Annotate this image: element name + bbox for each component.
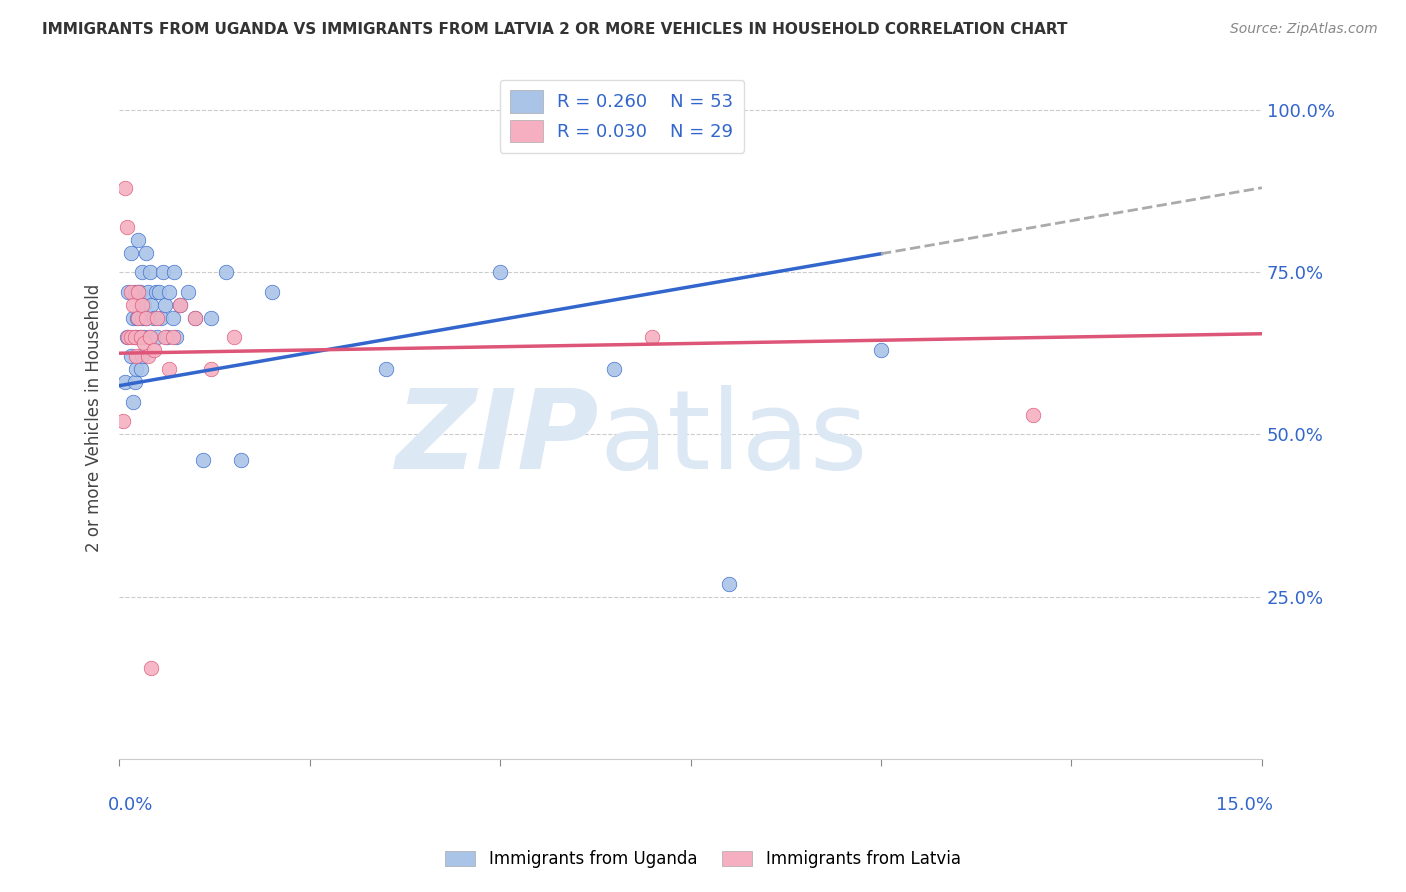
Point — [120, 330, 142, 344]
Point — [139, 265, 162, 279]
Text: 0.0%: 0.0% — [108, 797, 153, 814]
Point — [215, 265, 238, 279]
Point — [200, 310, 222, 325]
Point — [127, 233, 149, 247]
Point — [135, 310, 157, 325]
Text: atlas: atlas — [599, 385, 868, 492]
Point — [134, 297, 156, 311]
Point — [169, 297, 191, 311]
Text: ZIP: ZIP — [395, 385, 599, 492]
Point — [129, 330, 152, 344]
Point — [120, 285, 142, 299]
Point — [150, 310, 173, 325]
Point — [127, 285, 149, 299]
Point — [260, 285, 283, 299]
Point — [128, 285, 150, 299]
Text: Source: ZipAtlas.com: Source: ZipAtlas.com — [1230, 22, 1378, 37]
Point — [152, 265, 174, 279]
Point — [139, 330, 162, 344]
Point — [136, 350, 159, 364]
Legend: Immigrants from Uganda, Immigrants from Latvia: Immigrants from Uganda, Immigrants from … — [439, 844, 967, 875]
Point — [870, 343, 893, 357]
Point — [717, 576, 740, 591]
Point — [132, 336, 155, 351]
Point — [641, 330, 664, 344]
Point — [132, 330, 155, 344]
Point — [145, 285, 167, 299]
Point — [200, 362, 222, 376]
Point — [169, 297, 191, 311]
Point — [157, 285, 180, 299]
Point — [117, 285, 139, 299]
Point — [148, 285, 170, 299]
Point — [162, 310, 184, 325]
Point — [122, 310, 145, 325]
Point — [114, 180, 136, 194]
Point — [124, 376, 146, 390]
Point — [153, 330, 176, 344]
Point — [124, 285, 146, 299]
Point — [135, 310, 157, 325]
Point — [129, 362, 152, 376]
Text: IMMIGRANTS FROM UGANDA VS IMMIGRANTS FROM LATVIA 2 OR MORE VEHICLES IN HOUSEHOLD: IMMIGRANTS FROM UGANDA VS IMMIGRANTS FRO… — [42, 22, 1067, 37]
Point — [146, 310, 169, 325]
Point — [125, 350, 148, 364]
Point — [136, 285, 159, 299]
Point — [124, 330, 146, 344]
Point — [177, 285, 200, 299]
Point — [115, 330, 138, 344]
Point — [603, 362, 626, 376]
Point — [374, 362, 396, 376]
Point — [141, 297, 163, 311]
Point — [222, 330, 245, 344]
Point — [122, 395, 145, 409]
Point — [162, 330, 184, 344]
Point — [114, 376, 136, 390]
Point — [489, 265, 512, 279]
Point — [191, 453, 214, 467]
Point — [124, 330, 146, 344]
Point — [131, 297, 153, 311]
Point — [163, 265, 186, 279]
Text: 15.0%: 15.0% — [1216, 797, 1274, 814]
Point — [131, 350, 153, 364]
Point — [131, 265, 153, 279]
Y-axis label: 2 or more Vehicles in Household: 2 or more Vehicles in Household — [86, 284, 103, 552]
Point — [157, 362, 180, 376]
Point — [120, 350, 142, 364]
Point — [122, 297, 145, 311]
Point — [112, 414, 135, 428]
Point — [139, 330, 162, 344]
Point — [1022, 408, 1045, 422]
Point — [184, 310, 207, 325]
Legend: R = 0.260    N = 53, R = 0.030    N = 29: R = 0.260 N = 53, R = 0.030 N = 29 — [499, 79, 744, 153]
Point — [165, 330, 187, 344]
Point — [125, 310, 148, 325]
Point — [120, 245, 142, 260]
Point — [127, 285, 149, 299]
Point — [146, 330, 169, 344]
Point — [142, 310, 165, 325]
Point — [141, 661, 163, 675]
Point — [131, 310, 153, 325]
Point — [135, 245, 157, 260]
Point — [127, 310, 149, 325]
Point — [231, 453, 253, 467]
Point — [142, 343, 165, 357]
Point — [125, 362, 148, 376]
Point — [155, 330, 177, 344]
Point — [128, 330, 150, 344]
Point — [153, 297, 176, 311]
Point — [117, 330, 139, 344]
Point — [115, 219, 138, 234]
Point — [184, 310, 207, 325]
